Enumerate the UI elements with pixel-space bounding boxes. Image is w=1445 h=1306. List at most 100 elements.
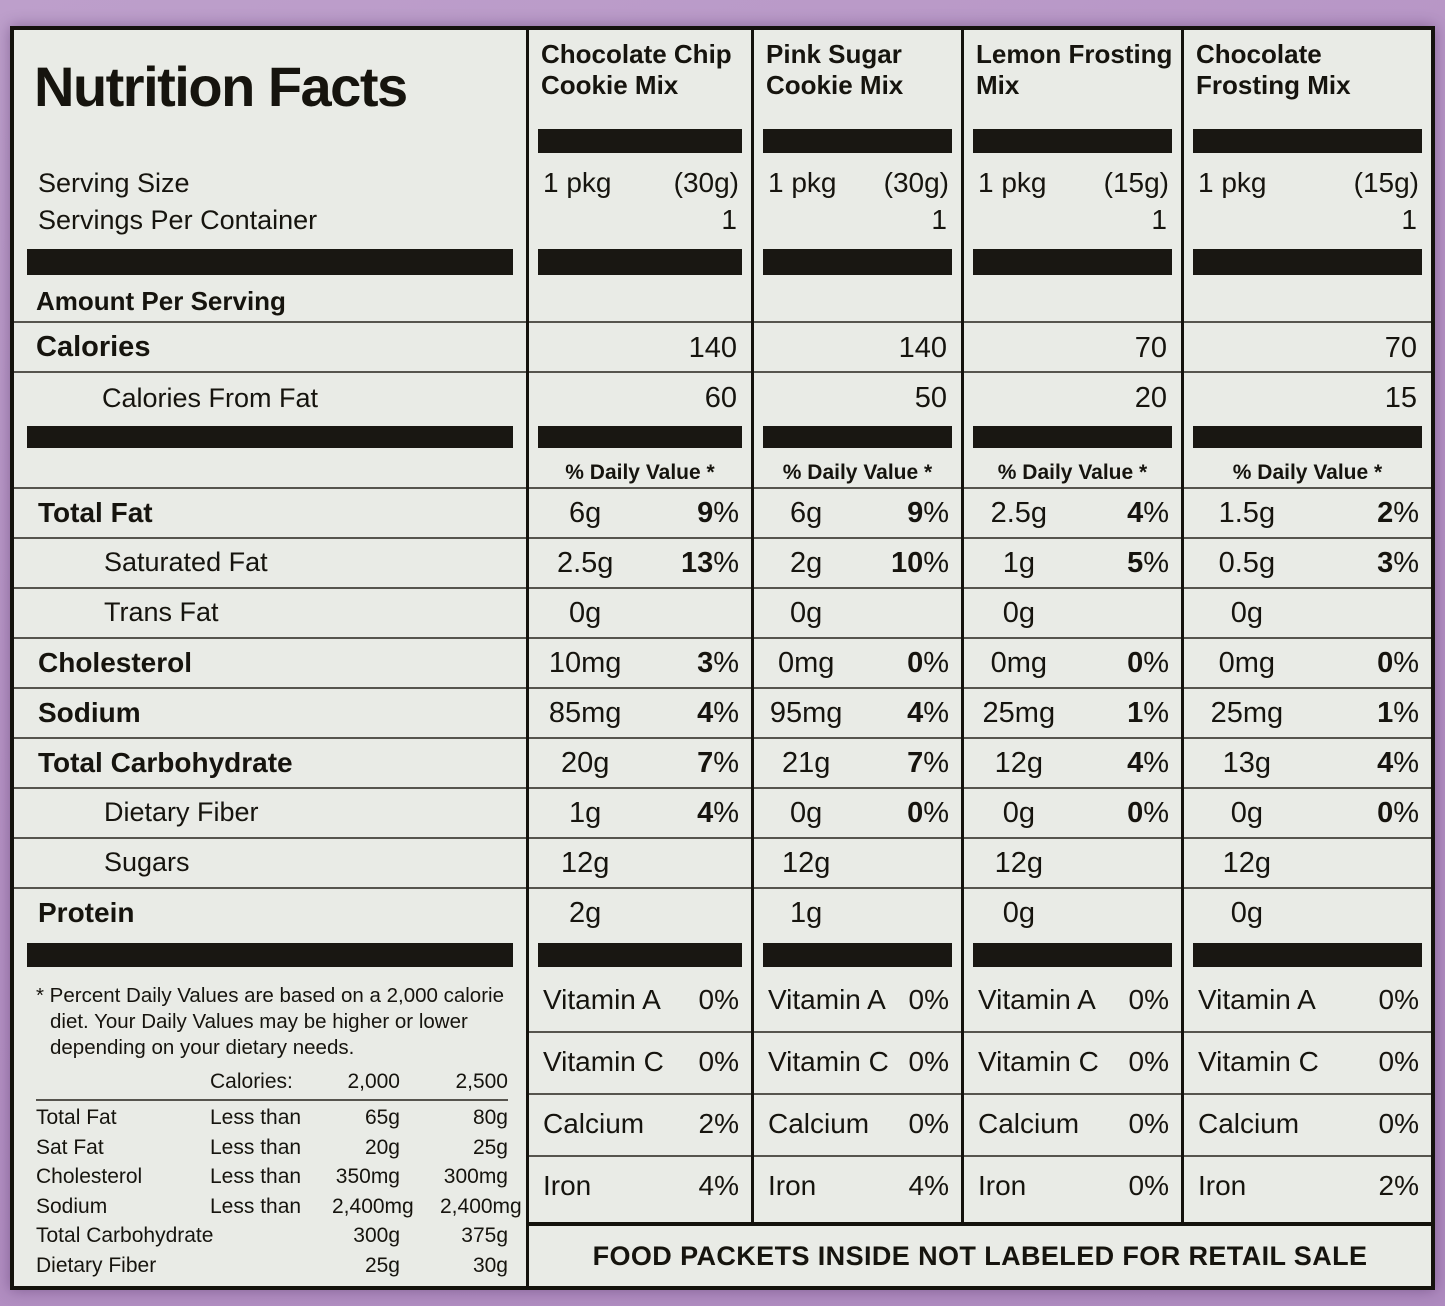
vitamin-row: Vitamin C 0% — [964, 1033, 1181, 1095]
section-bar — [964, 245, 1181, 281]
nutrient-amount: 12g — [560, 847, 610, 879]
nutrient-row: 12g 4% — [964, 739, 1181, 789]
vitamin-label: Vitamin C — [978, 1046, 1099, 1077]
dv-row-2000-value: 2,400mg — [332, 1194, 414, 1218]
serving-cell: 1 pkg (30g) 1 — [754, 160, 961, 245]
product-header: Chocolate Chip Cookie Mix — [529, 30, 751, 160]
nutrient-amount: 0g — [790, 797, 823, 829]
product-column-chocolate-frosting-mix: Chocolate Frosting Mix 1 pkg (15g) 1 70 15 % D… — [1181, 30, 1431, 1286]
amount-per-serving-row — [529, 281, 751, 323]
calories-value: 70 — [964, 323, 1181, 373]
calories-from-fat-value: 20 — [1134, 382, 1167, 414]
nutrient-amount: 2g — [569, 897, 602, 929]
nutrient-daily-value: 1% — [1127, 697, 1169, 729]
nutrient-amount: 0g — [1002, 597, 1035, 629]
nutrient-daily-value: 1% — [1377, 697, 1419, 729]
vitamin-row: Vitamin C 0% — [529, 1033, 751, 1095]
nutrient-row: 12g — [1184, 839, 1431, 889]
vitamin-label: Vitamin A — [768, 984, 886, 1015]
nutrient-daily-value — [858, 847, 961, 887]
row-labels-column: Nutrition Facts Serving Size Servings Pe… — [14, 30, 526, 1286]
vitamin-value: 4% — [908, 1170, 949, 1201]
nutrient-daily-value: 4% — [1127, 497, 1169, 529]
nutrient-row: 0g — [1184, 589, 1431, 639]
vitamin-row: Vitamin C 0% — [1184, 1033, 1431, 1095]
nutrient-row: 0mg 0% — [754, 639, 961, 689]
dv-table-row: Total Carbohydrate 300g 375g — [36, 1224, 508, 1248]
vitamin-label: Vitamin C — [1198, 1046, 1319, 1077]
vitamin-label: Calcium — [1198, 1108, 1300, 1139]
divider-bar — [763, 249, 952, 275]
nutrient-row: 85mg 4% — [529, 689, 751, 739]
serving-weight-value: (30g) — [673, 167, 739, 198]
nutrient-daily-value — [1310, 897, 1431, 939]
nutrient-row: 2.5g 13% — [529, 539, 751, 589]
vitamin-row: Calcium 0% — [964, 1095, 1181, 1157]
nutrient-row: 1.5g 2% — [1184, 489, 1431, 539]
vitamin-row: Calcium 0% — [1184, 1095, 1431, 1157]
vitamin-label: Vitamin C — [543, 1046, 664, 1077]
dv-row-2500-value: 25g — [472, 1135, 508, 1159]
retail-banner: FOOD PACKETS INSIDE NOT LABELED FOR RETA… — [526, 1222, 1431, 1286]
nutrient-amount: 21g — [781, 747, 831, 779]
vitamin-value: 0% — [698, 1046, 739, 1077]
nutrient-label-protein: Protein — [38, 897, 135, 928]
divider-bar — [27, 426, 513, 448]
dv-row-2000-value: 25g — [364, 1253, 400, 1277]
nutrient-amount: 0g — [1230, 797, 1263, 829]
dv-table-row: Dietary Fiber 25g 30g — [36, 1254, 508, 1278]
dv-row-label: Sat Fat — [36, 1135, 104, 1159]
nutrient-amount: 13g — [1222, 747, 1272, 779]
vitamin-value: 0% — [1378, 984, 1419, 1015]
nutrient-amount: 1.5g — [1218, 497, 1276, 529]
daily-values-footnote: * Percent Daily Values are based on a 2,… — [14, 971, 526, 1286]
daily-value-header: % Daily Value * — [529, 453, 751, 489]
divider-bar — [1193, 129, 1422, 153]
nutrient-row: 2.5g 4% — [964, 489, 1181, 539]
product-header: Pink Sugar Cookie Mix — [754, 30, 961, 160]
servings-per-container-value: 1 — [1151, 204, 1167, 235]
calories-label: Calories — [14, 323, 526, 373]
nutrient-row: 1g — [754, 889, 961, 939]
nutrient-row: 0g — [1184, 889, 1431, 939]
vitamin-label: Vitamin A — [543, 984, 661, 1015]
vitamin-row: Iron 4% — [529, 1157, 751, 1219]
serving-cell: 1 pkg (15g) 1 — [964, 160, 1181, 245]
serving-size-row: 1 pkg (15g) — [964, 160, 1181, 199]
nutrient-amount: 0.5g — [1218, 547, 1276, 579]
nutrient-row: 0g — [754, 589, 961, 639]
nutrient-daily-value: 5% — [1127, 547, 1169, 579]
nutrient-daily-value: 0% — [1377, 797, 1419, 829]
dv-2500-header: 2,500 — [455, 1069, 508, 1093]
dv-table-row: Cholesterol Less than 350mg 300mg — [36, 1165, 508, 1189]
divider-bar — [538, 249, 742, 275]
nutrient-amount: 20g — [560, 747, 610, 779]
vitamin-row: Vitamin A 0% — [754, 971, 961, 1033]
nutrient-daily-value: 4% — [1377, 747, 1419, 779]
nutrient-daily-value: 3% — [1377, 547, 1419, 579]
nutrient-daily-value: 7% — [697, 747, 739, 779]
nutrient-label-total-fat: Total Fat — [14, 489, 526, 539]
nutrient-daily-value: 4% — [697, 697, 739, 729]
nutrient-amount: 0g — [790, 597, 823, 629]
nutrient-row: 6g 9% — [529, 489, 751, 539]
dv-row-2500-value: 375g — [461, 1224, 508, 1248]
divider-bar — [538, 943, 742, 967]
nutrient-label-total-carbohydrate: Total Carbohydrate — [14, 739, 526, 789]
nutrient-row: 0.5g 3% — [1184, 539, 1431, 589]
nutrient-daily-value: 7% — [907, 747, 949, 779]
product-column-pink-sugar-cookie-mix: Pink Sugar Cookie Mix 1 pkg (30g) 1 140 50 % D… — [751, 30, 961, 1286]
servings-per-container-label: Servings Per Container — [38, 205, 318, 235]
calories-from-fat-value: 60 — [704, 382, 737, 414]
nutrient-daily-value — [1074, 847, 1181, 887]
serving-weight-value: (30g) — [883, 167, 949, 198]
nutrient-row: 0g 0% — [1184, 789, 1431, 839]
nutrient-amount: 12g — [1222, 847, 1272, 879]
divider-bar — [27, 943, 513, 967]
product-name: Chocolate Frosting Mix — [1196, 39, 1351, 100]
serving-cell: 1 pkg (30g) 1 — [529, 160, 751, 245]
divider-bar — [973, 943, 1172, 967]
nutrient-daily-value: 0% — [1127, 647, 1169, 679]
nutrient-label-saturated-fat: Saturated Fat — [14, 539, 526, 589]
amount-per-serving-row — [1184, 281, 1431, 323]
